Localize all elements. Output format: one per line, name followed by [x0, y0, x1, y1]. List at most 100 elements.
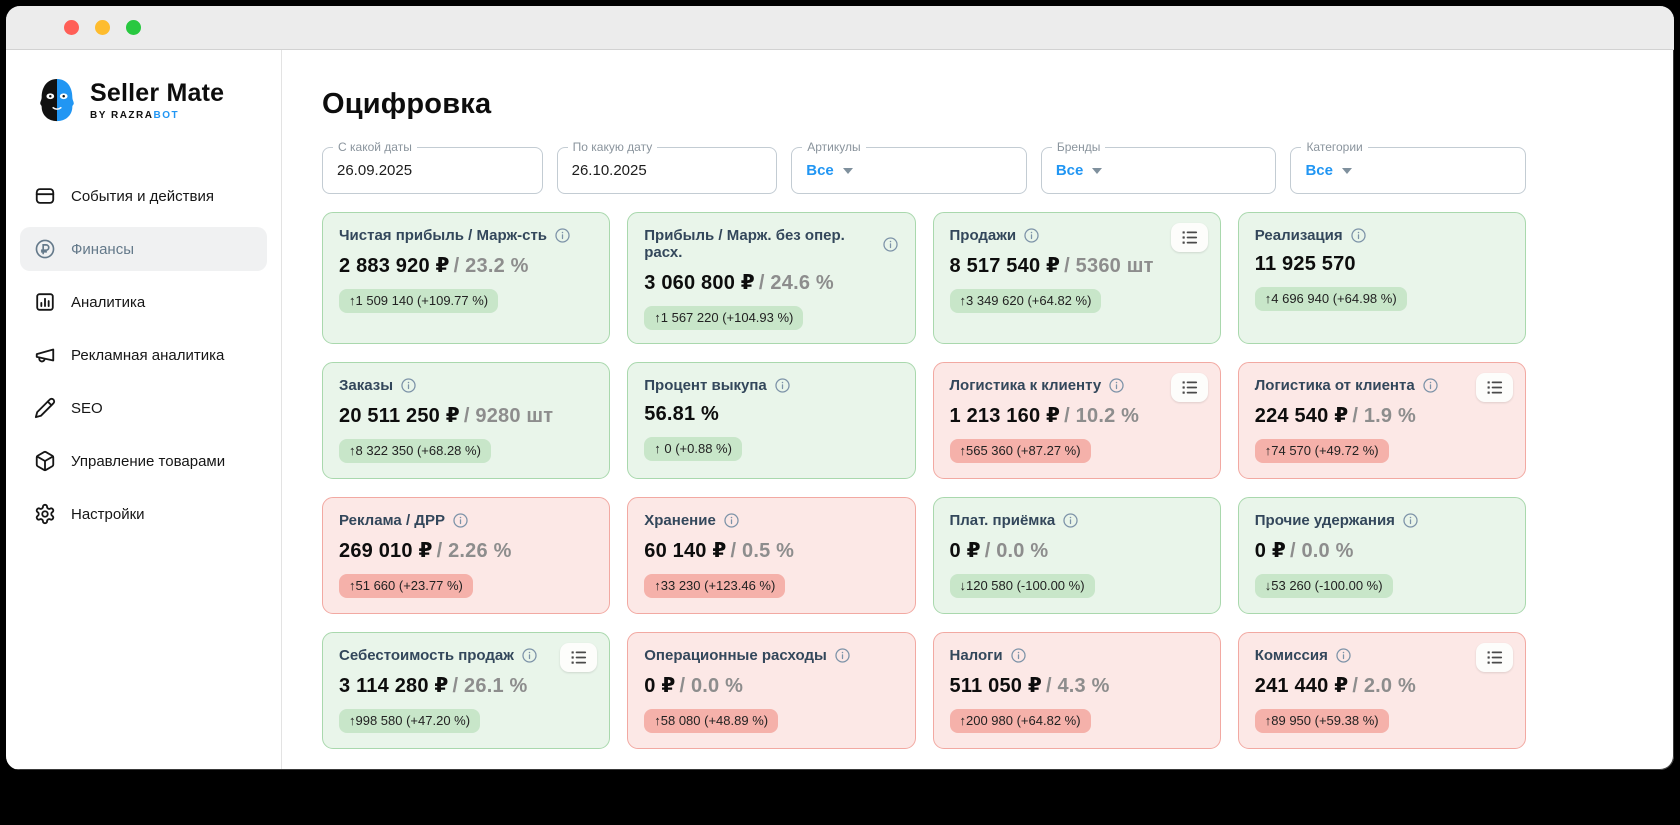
- info-icon[interactable]: [723, 512, 740, 529]
- sidebar-item-label: Финансы: [71, 240, 134, 258]
- sidebar-item-label: Аналитика: [71, 293, 146, 311]
- info-icon[interactable]: [882, 236, 899, 253]
- filters-bar: С какой даты 26.09.2025 По какую дату 26…: [322, 140, 1527, 194]
- chevron-down-icon: [842, 167, 853, 174]
- metric-value: 0 ₽/ 0.0 %: [644, 675, 744, 697]
- info-icon[interactable]: [1010, 647, 1027, 664]
- zoom-window-button[interactable]: [126, 20, 141, 35]
- metric-change-badge: ↑200 980 (+64.82 %): [949, 709, 1091, 733]
- metric-change-badge: ↑74 570 (+49.72 %): [1254, 439, 1389, 463]
- logo-subtitle: BY RAZRABOT: [90, 110, 180, 121]
- details-list-button[interactable]: [560, 643, 598, 672]
- metric-value: 3 114 280 ₽/ 26.1 %: [339, 675, 528, 697]
- main-content: Оцифровка С какой даты 26.09.2025 По как…: [282, 50, 1674, 769]
- metric-card-operating-expenses: Операционные расходы 0 ₽/ 0.0 % ↑58 080 …: [627, 632, 916, 749]
- metric-value: 224 540 ₽/ 1.9 %: [1254, 405, 1416, 427]
- metric-change-badge: ↑8 322 350 (+68.28 %): [339, 439, 491, 463]
- list-icon: [1485, 648, 1504, 667]
- info-icon[interactable]: [1402, 512, 1419, 529]
- sidebar: Seller Mate BY RAZRABOT События и действ…: [6, 50, 282, 769]
- metric-value: 20 511 250 ₽/ 9280 шт: [339, 405, 554, 427]
- metric-change-badge: ↑1 567 220 (+104.93 %): [644, 306, 804, 330]
- metric-value: 1 213 160 ₽/ 10.2 %: [949, 405, 1140, 427]
- metric-title: Реализация: [1254, 227, 1343, 244]
- details-list-button[interactable]: [1170, 223, 1208, 252]
- bar-chart-icon: [34, 291, 56, 313]
- metric-change-badge: ↑89 950 (+59.38 %): [1254, 709, 1389, 733]
- metric-card-paid-acceptance: Плат. приёмка 0 ₽/ 0.0 % ↓120 580 (-100.…: [932, 497, 1221, 614]
- details-list-button[interactable]: [1476, 643, 1513, 672]
- metric-value: 269 010 ₽/ 2.26 %: [339, 540, 512, 562]
- info-icon[interactable]: [834, 647, 851, 664]
- sidebar-item-label: SEO: [71, 399, 103, 417]
- metric-change-badge: ↓53 260 (-100.00 %): [1254, 574, 1393, 598]
- metric-title: Налоги: [949, 647, 1003, 664]
- info-icon[interactable]: [521, 647, 538, 664]
- chevron-down-icon: [1092, 167, 1103, 174]
- metric-change-badge: ↑33 230 (+123.46 %): [644, 574, 786, 598]
- metric-card-other-deductions: Прочие удержания 0 ₽/ 0.0 % ↓53 260 (-10…: [1237, 497, 1526, 614]
- megaphone-icon: [34, 344, 56, 366]
- metric-value: 3 060 800 ₽/ 24.6 %: [644, 272, 834, 294]
- metric-title: Хранение: [644, 512, 716, 529]
- minimize-window-button[interactable]: [95, 20, 110, 35]
- info-icon[interactable]: [1023, 227, 1040, 244]
- app-logo: Seller Mate BY RAZRABOT: [20, 68, 267, 126]
- sidebar-item-product-management[interactable]: Управление товарами: [20, 439, 267, 483]
- card-icon: [34, 185, 56, 207]
- ruble-circle-icon: [34, 238, 56, 260]
- info-icon[interactable]: [1350, 227, 1367, 244]
- metric-title: Реклама / ДРР: [339, 512, 445, 529]
- info-icon[interactable]: [1108, 377, 1125, 394]
- sidebar-item-events[interactable]: События и действия: [20, 174, 267, 218]
- metric-title: Продажи: [949, 227, 1017, 244]
- info-icon[interactable]: [1422, 377, 1439, 394]
- sidebar-item-finances[interactable]: Финансы: [20, 227, 267, 271]
- sidebar-item-analytics[interactable]: Аналитика: [20, 280, 267, 324]
- app-window: Seller Mate BY RAZRABOT События и действ…: [6, 6, 1674, 770]
- sidebar-item-seo[interactable]: SEO: [20, 386, 267, 430]
- metric-change-badge: ↑565 360 (+87.27 %): [949, 439, 1091, 463]
- page-title: Оцифровка: [322, 88, 492, 120]
- metric-card-advertising: Реклама / ДРР 269 010 ₽/ 2.26 % ↑51 660 …: [322, 497, 611, 614]
- sidebar-item-settings[interactable]: Настройки: [20, 492, 267, 536]
- date-from-field[interactable]: С какой даты 26.09.2025: [322, 140, 543, 194]
- metric-change-badge: ↑1 509 140 (+109.77 %): [339, 289, 499, 313]
- metric-change-badge: ↑ 0 (+0.88 %): [644, 437, 742, 461]
- details-list-button[interactable]: [1476, 373, 1513, 402]
- metric-title: Прочие удержания: [1254, 512, 1395, 529]
- metric-value: 0 ₽/ 0.0 %: [949, 540, 1049, 562]
- info-icon[interactable]: [554, 227, 571, 244]
- gear-icon: [34, 503, 56, 525]
- sidebar-item-ad-analytics[interactable]: Рекламная аналитика: [20, 333, 267, 377]
- window-controls: [64, 20, 141, 35]
- info-icon[interactable]: [1062, 512, 1079, 529]
- info-icon[interactable]: [1335, 647, 1352, 664]
- sidebar-item-label: Управление товарами: [71, 452, 226, 470]
- metric-title: Логистика к клиенту: [949, 377, 1102, 394]
- info-icon[interactable]: [400, 377, 417, 394]
- metric-card-cost-of-sales: Себестоимость продаж 3 114 280 ₽/ 26.1 %…: [322, 632, 611, 749]
- metric-card-logistics-to-client: Логистика к клиенту 1 213 160 ₽/ 10.2 % …: [932, 362, 1221, 479]
- info-icon[interactable]: [774, 377, 791, 394]
- window-titlebar: [6, 6, 1674, 50]
- metric-card-buyout-percent: Процент выкупа 56.81 % ↑ 0 (+0.88 %): [627, 362, 916, 479]
- metric-title: Плат. приёмка: [949, 512, 1056, 529]
- metric-title: Логистика от клиента: [1254, 377, 1415, 394]
- list-icon: [1180, 378, 1199, 397]
- list-icon: [1180, 228, 1199, 247]
- metric-change-badge: ↓120 580 (-100.00 %): [949, 574, 1095, 598]
- info-icon[interactable]: [452, 512, 469, 529]
- articles-select[interactable]: Артикулы Все: [791, 140, 1027, 194]
- logo-title: Seller Mate: [90, 79, 225, 107]
- sidebar-item-label: Рекламная аналитика: [71, 346, 225, 364]
- metric-title: Себестоимость продаж: [339, 647, 514, 664]
- metric-card-sales: Продажи 8 517 540 ₽/ 5360 шт ↑3 349 620 …: [932, 212, 1221, 344]
- metric-value: 2 883 920 ₽/ 23.2 %: [339, 255, 529, 277]
- details-list-button[interactable]: [1170, 373, 1208, 402]
- metric-title: Чистая прибыль / Марж-сть: [339, 227, 548, 244]
- date-to-field[interactable]: По какую дату 26.10.2025: [556, 140, 778, 194]
- categories-select[interactable]: Категории Все: [1290, 140, 1527, 194]
- close-window-button[interactable]: [64, 20, 79, 35]
- brands-select[interactable]: Бренды Все: [1040, 140, 1277, 194]
